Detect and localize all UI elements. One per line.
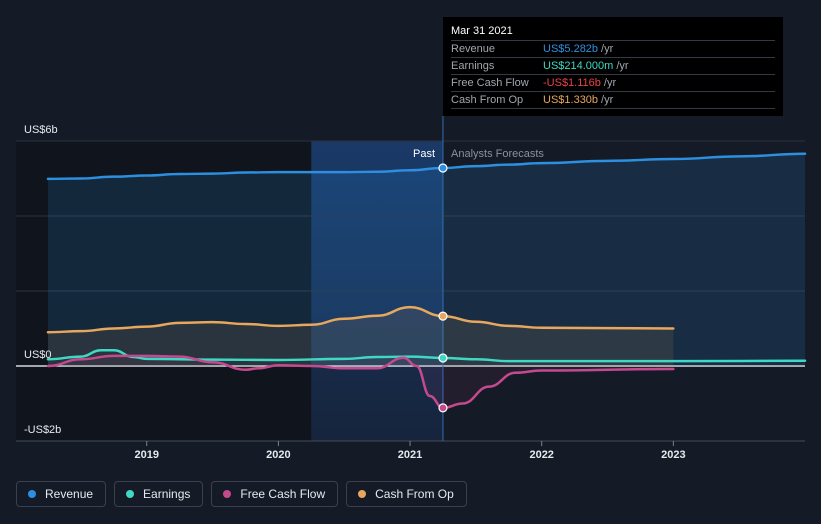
fcf-area xyxy=(48,355,674,408)
cfo-area xyxy=(48,307,674,366)
chart-legend: Revenue Earnings Free Cash Flow Cash Fro… xyxy=(16,481,467,507)
tooltip-value: US$214.000m xyxy=(543,60,614,72)
tooltip-label: Cash From Op xyxy=(451,94,524,106)
legend-dot-icon xyxy=(28,490,36,498)
tooltip-row-cash-from-op: Cash From Op US$1.330b /yr xyxy=(451,91,775,109)
y-axis-top-label: US$6b xyxy=(24,124,58,136)
revenue-line xyxy=(46,152,807,181)
legend-label: Revenue xyxy=(45,487,94,501)
legend-item-free-cash-flow[interactable]: Free Cash Flow xyxy=(211,481,339,507)
revenue-marker xyxy=(438,163,448,173)
legend-label: Earnings xyxy=(143,487,191,501)
legend-label: Cash From Op xyxy=(375,487,454,501)
fcf-marker xyxy=(438,403,448,413)
x-tick-label: 2020 xyxy=(266,449,290,461)
series-areas xyxy=(48,153,805,408)
cfo-line xyxy=(46,305,675,334)
legend-item-revenue[interactable]: Revenue xyxy=(16,481,107,507)
x-tick-label: 2019 xyxy=(134,449,158,461)
tooltip-label: Earnings xyxy=(451,60,495,72)
x-axis-ticks: 2019 2020 2021 2022 2023 xyxy=(134,441,686,461)
x-tick-label: 2021 xyxy=(398,449,422,461)
cfo-marker xyxy=(438,311,448,321)
series-lines xyxy=(46,152,807,410)
hover-markers xyxy=(438,163,448,413)
tooltip-label: Free Cash Flow xyxy=(451,77,529,89)
legend-label: Free Cash Flow xyxy=(240,487,326,501)
tooltip-row-revenue: Revenue US$5.282b /yr xyxy=(451,40,775,57)
tooltip-row-earnings: Earnings US$214.000m /yr xyxy=(451,57,775,74)
legend-dot-icon xyxy=(223,490,232,498)
tooltip-date: Mar 31 2021 xyxy=(451,25,513,37)
tooltip-unit: /yr xyxy=(616,60,629,72)
hover-tooltip: Mar 31 2021 Revenue US$5.282b /yr Earnin… xyxy=(443,17,783,116)
legend-item-earnings[interactable]: Earnings xyxy=(114,481,204,507)
legend-item-cash-from-op[interactable]: Cash From Op xyxy=(346,481,467,507)
tooltip-value: US$5.282b xyxy=(543,43,599,55)
tooltip-unit: /yr xyxy=(601,43,614,55)
y-axis-bottom-label: -US$2b xyxy=(24,424,61,436)
revenue-area xyxy=(48,153,805,366)
fcf-line xyxy=(46,354,675,410)
axis-labels: US$6b US$0 -US$2b Past Analysts Forecast… xyxy=(24,124,544,436)
earnings-line xyxy=(46,349,807,363)
tooltip-label: Revenue xyxy=(451,43,496,55)
y-axis-zero-label: US$0 xyxy=(24,349,52,361)
tooltip-row-free-cash-flow: Free Cash Flow -US$1.116b /yr xyxy=(451,74,775,91)
x-tick-label: 2022 xyxy=(529,449,553,461)
x-tick-label: 2023 xyxy=(661,449,685,461)
legend-dot-icon xyxy=(358,490,367,498)
legend-dot-icon xyxy=(126,490,135,498)
tooltip-unit: /yr xyxy=(603,77,617,89)
earnings-marker xyxy=(438,353,448,363)
forecast-label: Analysts Forecasts xyxy=(451,148,544,160)
past-label: Past xyxy=(413,148,435,160)
tooltip-value: US$1.330b xyxy=(543,94,599,106)
tooltip-unit: /yr xyxy=(601,94,614,106)
tooltip-value: -US$1.116b xyxy=(543,77,601,89)
